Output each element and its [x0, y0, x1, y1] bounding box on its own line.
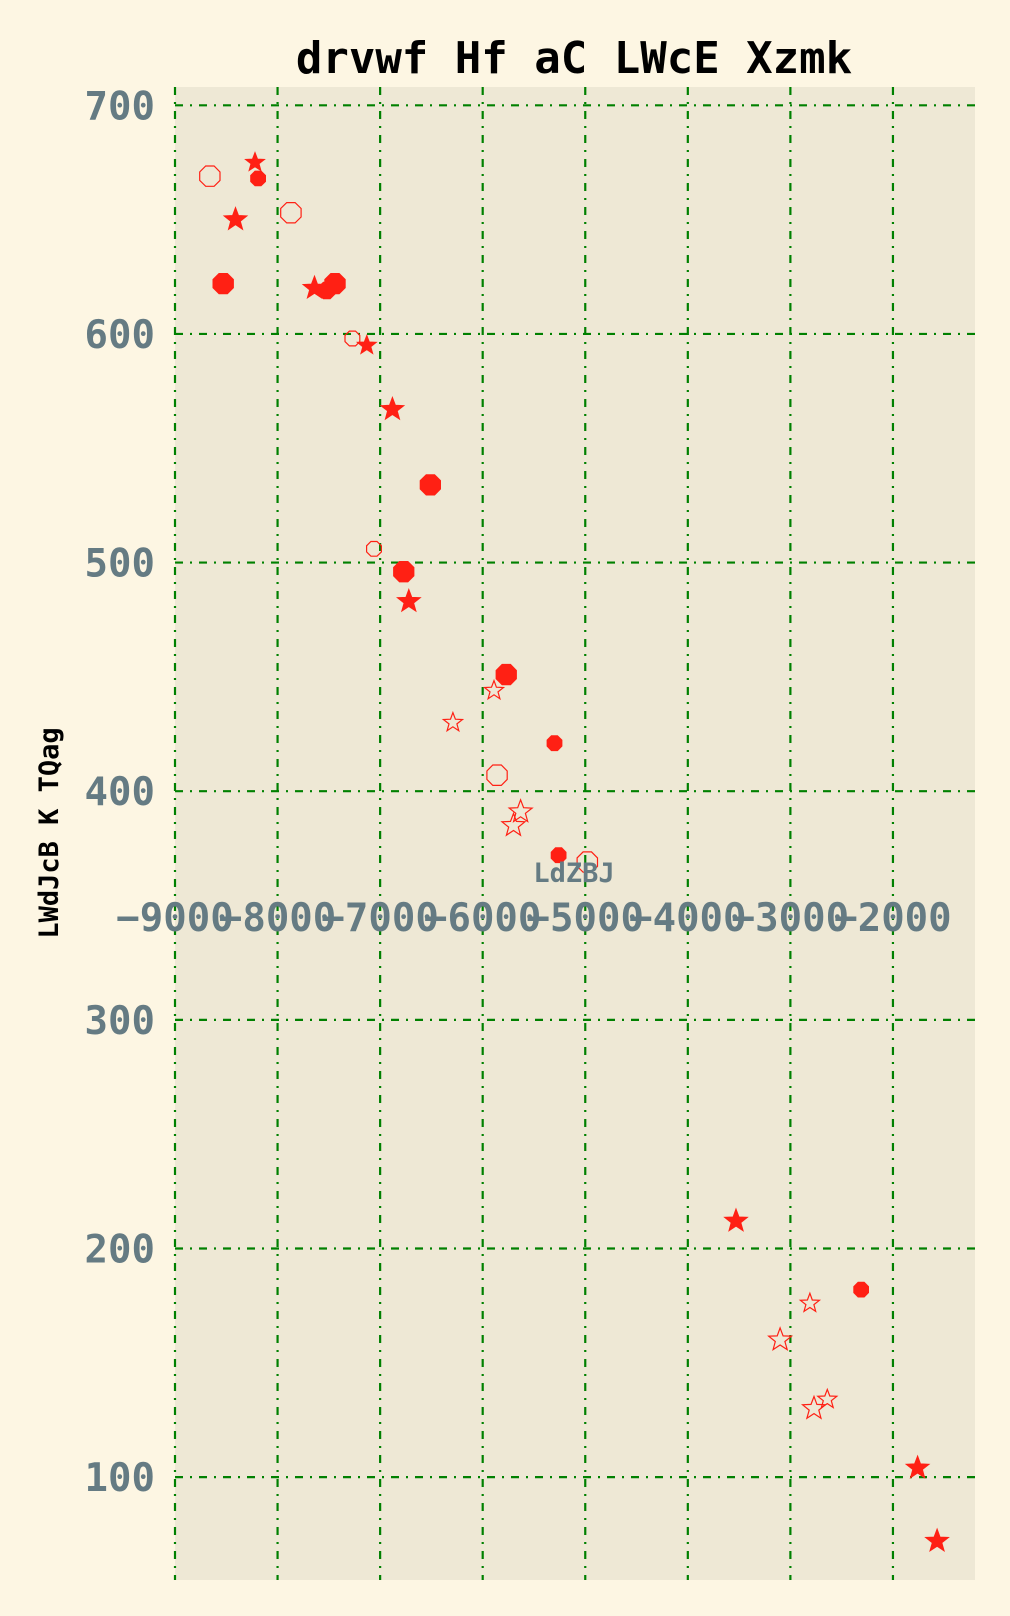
y-tick-label: 700: [85, 84, 155, 129]
octagon-data-point: [212, 273, 234, 295]
star-data-point: [396, 587, 422, 613]
star-data-point: [482, 678, 506, 701]
x-tick-label: −9000: [116, 896, 233, 941]
octagon-data-point: [344, 330, 361, 347]
octagon-data-point: [280, 202, 302, 224]
star-data-point: [507, 798, 534, 823]
octagon-data-point: [324, 273, 346, 295]
star-data-point: [767, 1326, 794, 1351]
y-tick-label: 400: [85, 770, 155, 815]
octagon-data-point: [546, 735, 563, 752]
octagon-data-point: [199, 165, 221, 187]
octagon-data-point: [853, 1281, 869, 1298]
star-data-point: [798, 1291, 822, 1313]
star-data-point: [500, 811, 527, 837]
star-data-point: [355, 333, 378, 355]
octagon-data-point: [550, 847, 567, 864]
octagon-data-point: [366, 540, 382, 557]
octagon-data-point: [419, 474, 441, 496]
star-data-point: [222, 206, 249, 231]
x-axis-label: LdZBJ: [533, 858, 614, 889]
y-tick-label: 500: [85, 542, 155, 587]
x-tick-labels: −9000−8000−7000−6000−5000−4000−3000−2000: [116, 896, 951, 941]
x-tick-label: −7000: [321, 896, 438, 941]
y-axis-label: LWdJcB K TQag: [34, 727, 65, 938]
octagon-data-point: [486, 764, 508, 787]
y-tick-label: 200: [85, 1227, 155, 1272]
data-points: [199, 151, 950, 1552]
y-tick-label: 100: [85, 1456, 155, 1501]
octagon-data-point: [250, 170, 266, 187]
star-data-point: [441, 710, 465, 733]
star-data-point: [379, 395, 406, 421]
star-data-point: [723, 1207, 749, 1232]
y-tick-label: 300: [85, 999, 155, 1044]
x-tick-label: −8000: [219, 896, 336, 941]
y-tick-labels: 100 200 300 400 500 600 700: [85, 84, 155, 1501]
star-data-point: [904, 1454, 931, 1479]
star-data-point: [816, 1387, 839, 1409]
x-tick-label: −2000: [834, 896, 951, 941]
x-tick-label: −4000: [629, 896, 746, 941]
y-tick-label: 600: [85, 313, 155, 358]
star-data-point: [244, 151, 266, 172]
star-data-point: [924, 1527, 950, 1552]
octagon-data-point: [495, 663, 517, 686]
x-tick-label: −5000: [527, 896, 644, 941]
star-data-point: [800, 1394, 828, 1420]
x-tick-label: −3000: [732, 896, 849, 941]
x-tick-label: −6000: [424, 896, 541, 941]
plot-area: [175, 87, 975, 1580]
octagon-data-point: [393, 561, 415, 583]
chart-title: drvwf Hf aC LWcE Xzmk: [296, 33, 852, 84]
grid-lines: [173, 87, 975, 1580]
octagon-data-point: [576, 851, 599, 873]
